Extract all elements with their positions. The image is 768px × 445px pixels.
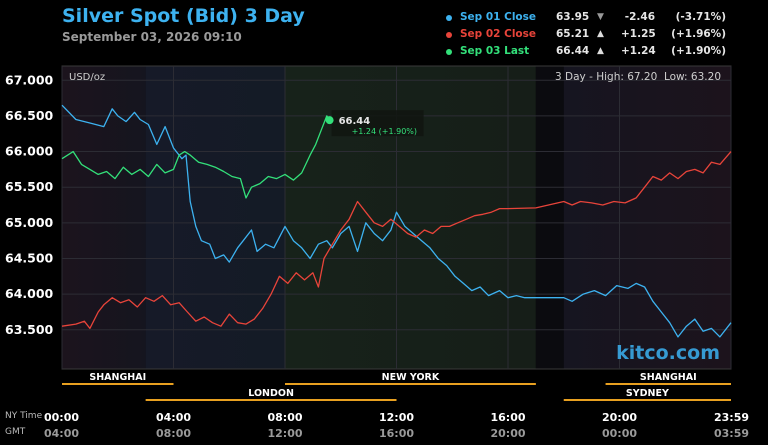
plot-band-evening bbox=[563, 66, 731, 369]
chart-date: September 03, 2026 09:10 bbox=[62, 30, 242, 44]
y-tick-label: 66.000 bbox=[5, 144, 54, 159]
legend-change: +1.24 bbox=[621, 45, 656, 57]
grid bbox=[61, 66, 732, 369]
range-label: 3 Day - High: 67.20 Low: 63.20 bbox=[555, 71, 721, 83]
up-arrow-icon: ▲ bbox=[597, 46, 604, 56]
session-label: NEW YORK bbox=[382, 372, 440, 383]
up-arrow-icon: ▲ bbox=[597, 29, 604, 39]
session-label: SYDNEY bbox=[626, 388, 669, 399]
y-axis: 67.000 66.500 66.000 65.500 65.000 64.500 64.0… bbox=[5, 72, 54, 337]
legend-change: +1.25 bbox=[621, 28, 656, 40]
legend-dot-icon bbox=[446, 15, 452, 21]
series-line-sep-03-last bbox=[61, 115, 331, 199]
unit-label: USD/oz bbox=[69, 72, 105, 83]
last-change-label: +1.24 (+1.90%) bbox=[352, 127, 417, 136]
x-tick-label-ny: 12:00 bbox=[379, 411, 414, 424]
legend-label: Sep 02 Close bbox=[460, 28, 537, 40]
y-tick-label: 65.000 bbox=[5, 215, 54, 230]
session-bar-shanghai bbox=[62, 383, 174, 385]
down-arrow-icon: ▼ bbox=[597, 12, 604, 22]
series-line-sep-01-close bbox=[61, 104, 732, 338]
plot-band-london bbox=[145, 66, 285, 369]
gmt-label: GMT bbox=[5, 427, 26, 437]
legend-pct: (-3.71%) bbox=[675, 11, 726, 23]
x-tick-label-gmt: 00:00 bbox=[602, 427, 637, 440]
session-bar-shanghai bbox=[605, 383, 731, 385]
session-bars: SHANGHAI NEW YORK SHANGHAI LONDON SYDNEY bbox=[62, 372, 731, 401]
x-tick-label-ny: 16:00 bbox=[490, 411, 525, 424]
y-tick-label: 66.500 bbox=[5, 108, 54, 123]
legend-value: 65.21 bbox=[556, 28, 590, 40]
y-tick-label: 64.500 bbox=[5, 250, 54, 265]
y-tick-label: 63.500 bbox=[5, 322, 54, 337]
session-label: SHANGHAI bbox=[640, 372, 697, 383]
y-tick-label: 67.000 bbox=[5, 72, 54, 87]
session-label: SHANGHAI bbox=[89, 372, 146, 383]
session-label: LONDON bbox=[248, 388, 294, 399]
series-layer bbox=[61, 104, 732, 338]
last-price-marker: 66.44 +1.24 (+1.90%) bbox=[325, 110, 424, 137]
session-bar-sydney bbox=[563, 399, 731, 401]
x-tick-label-gmt: 16:00 bbox=[379, 427, 414, 440]
x-tick-label-gmt: 03:59 bbox=[714, 427, 749, 440]
x-tick-label-ny: 00:00 bbox=[44, 411, 79, 424]
plot-band-asia bbox=[62, 66, 146, 369]
legend-value: 66.44 bbox=[556, 45, 590, 57]
legend-value: 63.95 bbox=[556, 11, 590, 23]
ny-time-label: NY Time bbox=[5, 411, 43, 421]
legend-label: Sep 03 Last bbox=[460, 45, 530, 57]
x-tick-label-gmt: 12:00 bbox=[267, 427, 302, 440]
legend-dot-icon bbox=[446, 49, 452, 55]
legend-dot-icon bbox=[446, 32, 452, 38]
x-tick-label-ny: 08:00 bbox=[267, 411, 302, 424]
y-tick-label: 65.500 bbox=[5, 179, 54, 194]
session-bar-london bbox=[145, 399, 397, 401]
legend-pct: (+1.96%) bbox=[671, 28, 726, 40]
legend-change: -2.46 bbox=[624, 11, 655, 23]
plot-band-closed bbox=[535, 66, 564, 369]
session-bar-new-york bbox=[285, 383, 536, 385]
chart-title: Silver Spot (Bid) 3 Day bbox=[62, 5, 305, 27]
legend-label: Sep 01 Close bbox=[460, 11, 537, 23]
x-tick-label-ny: 04:00 bbox=[156, 411, 191, 424]
last-price-label: 66.44 bbox=[339, 116, 371, 127]
legend-pct: (+1.90%) bbox=[671, 45, 726, 57]
last-price-dot-icon bbox=[325, 116, 334, 125]
kitco-watermark: kitco.com bbox=[616, 342, 720, 364]
x-tick-label-gmt: 08:00 bbox=[156, 427, 191, 440]
x-tick-label-ny: 20:00 bbox=[602, 411, 637, 424]
x-axis: 00:00 04:00 04:00 08:00 08:00 12:00 12:00 16:00… bbox=[44, 411, 749, 440]
y-tick-label: 64.000 bbox=[5, 286, 54, 301]
x-tick-label-gmt: 04:00 bbox=[44, 427, 79, 440]
x-tick-label-ny: 23:59 bbox=[714, 411, 749, 424]
series-line-sep-02-close bbox=[61, 151, 732, 330]
x-tick-label-gmt: 20:00 bbox=[490, 427, 525, 440]
